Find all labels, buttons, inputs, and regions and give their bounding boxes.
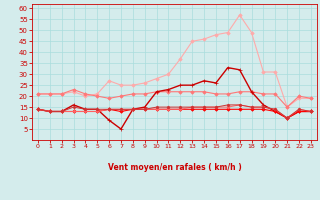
X-axis label: Vent moyen/en rafales ( km/h ): Vent moyen/en rafales ( km/h ) xyxy=(108,163,241,172)
